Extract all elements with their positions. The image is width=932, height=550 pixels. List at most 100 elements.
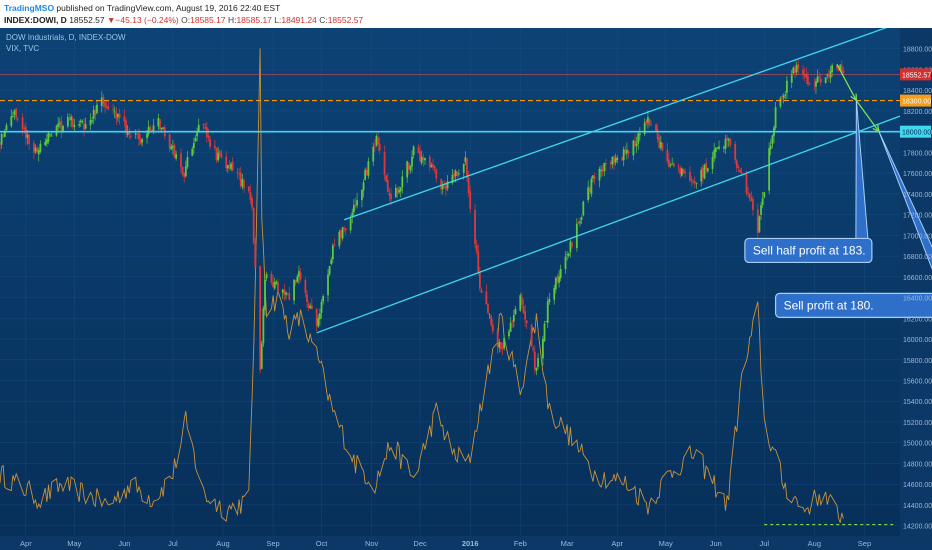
y-tick-label: 15800.00 [903,358,932,365]
x-tick-label: Feb [514,539,527,548]
candle-body [727,139,730,141]
candle-body [760,205,762,215]
candle-body [501,347,504,349]
candle-body [285,292,287,295]
candle-body [310,305,313,309]
candle-body [645,120,648,124]
candle-body [338,231,341,247]
candle-body [605,163,607,165]
candle-body [377,137,379,145]
close-value: 18552.57 [327,15,364,25]
candle-body [509,322,512,332]
author-link[interactable]: TradingMSO [4,3,55,13]
candle-body [209,139,211,147]
x-tick-label: Jun [118,539,130,548]
channel-lower-line [316,115,901,334]
y-tick-label: 15400.00 [903,399,932,406]
x-tick-label: Jul [759,539,769,548]
candle-body [150,130,153,131]
candle-body [558,276,560,283]
candle-body [598,168,601,181]
candle-body [763,192,766,198]
candle-body [613,155,615,163]
candle-body [129,135,132,137]
candle-body [491,324,494,332]
price-tag-text: 18300.00 [902,99,931,106]
candle-body [315,308,318,326]
candle-body [340,230,342,237]
candle-body [265,274,268,278]
plot-background [0,28,900,536]
candle-body [661,143,664,151]
candle-body [466,158,468,179]
candle-body [411,156,413,167]
price-tag-text: 18552.57 [902,72,931,79]
price-chart[interactable]: Sell half profit at 183. Sell profit at 1… [0,28,932,550]
candle-body [220,154,223,158]
candle-body [307,303,310,309]
candle-body [288,293,291,300]
candle-body [456,171,459,176]
candle-body [669,164,672,166]
price-axis: 14200.00 14400.00 14600.00 14800.00 15000.00… [900,47,932,531]
y-tick-label: 17400.00 [903,192,932,199]
candle-body [816,76,819,83]
candle-body [202,123,205,126]
candle-body [735,160,738,168]
candle-body [217,152,220,161]
candle-body [480,290,483,293]
candle-body [398,190,401,193]
y-tick-label: 16400.00 [903,296,932,303]
candle-body [769,145,772,150]
candle-body [537,358,539,368]
candle-body [362,182,365,191]
candle-body [13,110,16,115]
candle-body [147,126,150,135]
candle-body [356,200,358,206]
candle-body [464,157,467,163]
candle-body [319,313,321,320]
vix-series [0,48,844,523]
candle-body [50,135,53,137]
candle-body [711,157,714,169]
candle-body [186,156,189,168]
candle-body [58,122,61,125]
y-tick-label: 18400.00 [903,88,932,95]
y-tick-label: 17200.00 [903,213,932,220]
candle-body [241,179,244,187]
x-tick-label: Apr [611,539,623,548]
candle-body [836,64,838,69]
annotation-box [744,237,873,264]
candle-body [626,149,628,154]
candle-body [386,180,389,192]
x-tick-label: Nov [365,539,379,548]
y-tick-label: 14400.00 [903,503,932,510]
candle-body [430,165,433,168]
candle-body [831,65,834,73]
candle-body [226,165,229,169]
candle-body [700,169,703,182]
candle-body [385,175,388,182]
candle-body [383,152,386,175]
candle-body [593,176,596,180]
candle-body [352,204,355,213]
candle-body [580,217,583,220]
x-tick-label: Oct [316,539,329,548]
candle-body [745,173,748,194]
candle-body [57,123,60,127]
candle-body [689,171,691,181]
candle-body [824,77,827,84]
candle-body [401,176,404,188]
open-label: O: [181,15,191,25]
candle-body [462,163,465,173]
candle-body [281,289,284,293]
candle-body [428,156,431,167]
candle-body [774,107,777,129]
candle-body [632,140,635,156]
candle-body [548,299,551,303]
price-change: ▼−45.13 (−0.24%) [107,15,179,25]
candle-body [175,154,178,159]
candle-body [432,164,434,167]
candle-body [218,150,221,156]
candle-body [55,125,58,136]
